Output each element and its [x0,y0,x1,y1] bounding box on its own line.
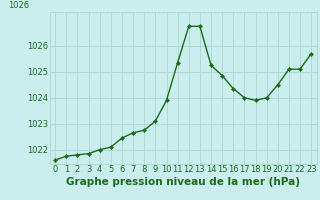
Text: 1026: 1026 [8,1,29,10]
X-axis label: Graphe pression niveau de la mer (hPa): Graphe pression niveau de la mer (hPa) [66,177,300,187]
